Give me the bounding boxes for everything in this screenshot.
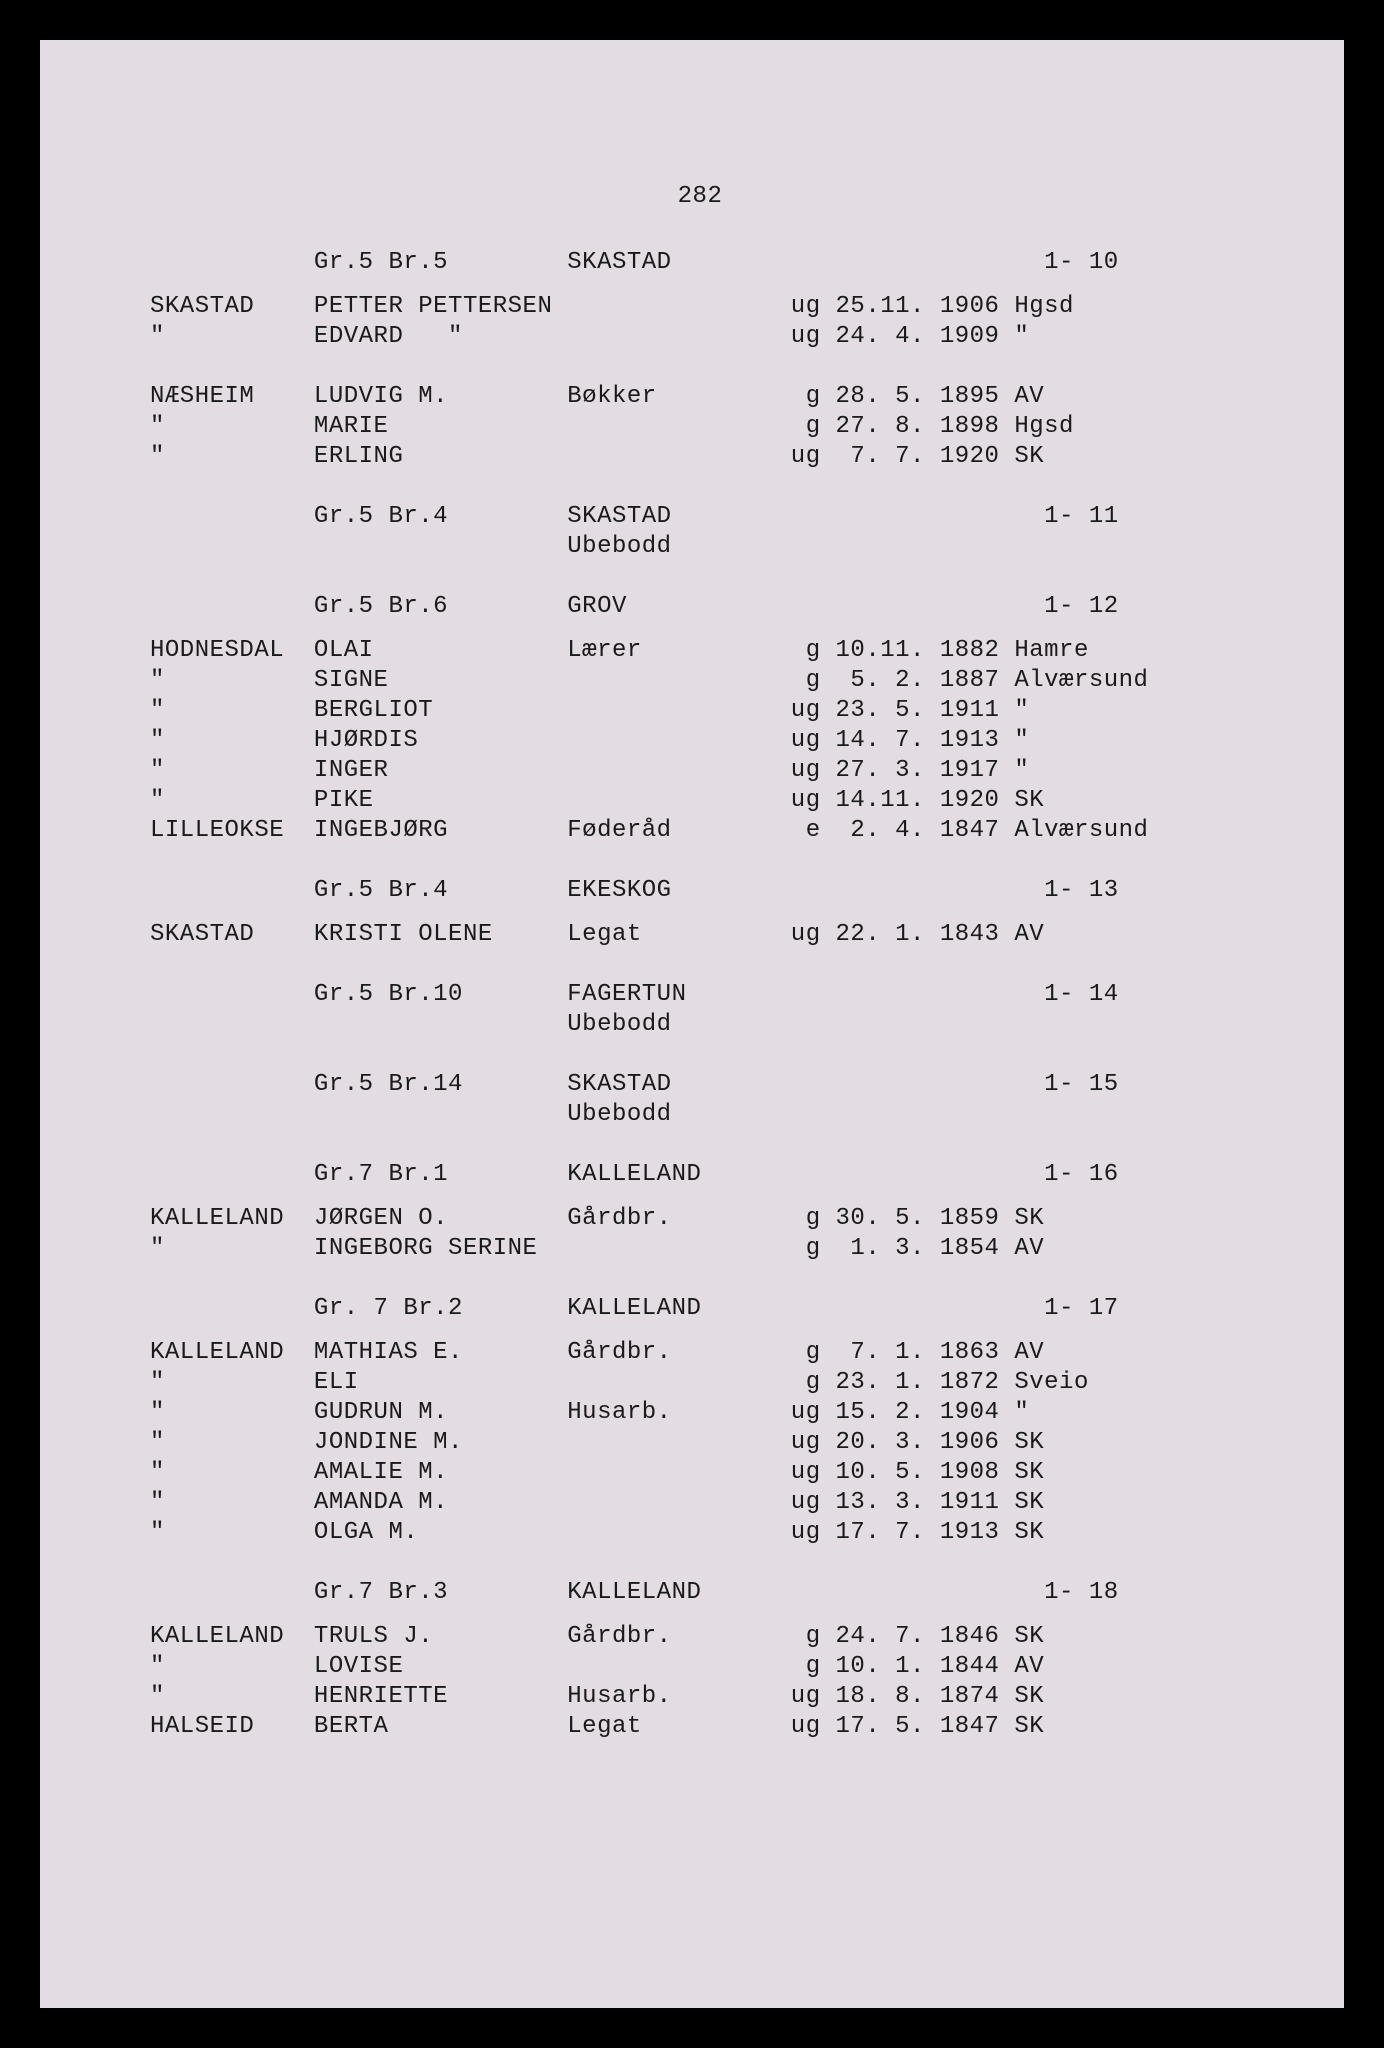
section-gap: [150, 1267, 1250, 1297]
record-row: KALLELAND MATHIAS E. Gårdbr. g 7. 1. 186…: [150, 1341, 1250, 1371]
section-header: Gr.5 Br.10 FAGERTUN 1- 14: [150, 983, 1250, 1013]
record-row: " GUDRUN M. Husarb. ug 15. 2. 1904 ": [150, 1401, 1250, 1431]
section-header: Gr. 7 Br.2 KALLELAND 1- 17: [150, 1297, 1250, 1327]
page-number: 282: [150, 185, 1250, 209]
section-subheader: Ubebodd: [150, 1103, 1250, 1133]
document-page: 282 Gr.5 Br.5 SKASTAD 1- 10 SKASTAD PETTE…: [40, 40, 1344, 2008]
section-gap: [150, 1133, 1250, 1163]
record-row: " MARIE g 27. 8. 1898 Hgsd: [150, 415, 1250, 445]
section-gap: [150, 475, 1250, 505]
record-row: " ERLING ug 7. 7. 1920 SK: [150, 445, 1250, 475]
record-row: LILLEOKSE INGEBJØRG Føderåd e 2. 4. 1847…: [150, 819, 1250, 849]
record-row: " HENRIETTE Husarb. ug 18. 8. 1874 SK: [150, 1685, 1250, 1715]
section-gap: [150, 1745, 1250, 1775]
section-header: Gr.5 Br.4 SKASTAD 1- 11: [150, 505, 1250, 535]
section-subheader: Ubebodd: [150, 1013, 1250, 1043]
record-row: HALSEID BERTA Legat ug 17. 5. 1847 SK: [150, 1715, 1250, 1745]
section-gap: [150, 355, 1250, 385]
record-row: " ELI g 23. 1. 1872 Sveio: [150, 1371, 1250, 1401]
record-row: " INGEBORG SERINE g 1. 3. 1854 AV: [150, 1237, 1250, 1267]
record-row: " PIKE ug 14.11. 1920 SK: [150, 789, 1250, 819]
section-header: Gr.5 Br.14 SKASTAD 1- 15: [150, 1073, 1250, 1103]
section-gap: [150, 1551, 1250, 1581]
record-row: SKASTAD KRISTI OLENE Legat ug 22. 1. 184…: [150, 923, 1250, 953]
section-gap: [150, 953, 1250, 983]
record-row: KALLELAND TRULS J. Gårdbr. g 24. 7. 1846…: [150, 1625, 1250, 1655]
section-header: Gr.7 Br.1 KALLELAND 1- 16: [150, 1163, 1250, 1193]
record-row: SKASTAD PETTER PETTERSEN ug 25.11. 1906 …: [150, 295, 1250, 325]
record-row: " HJØRDIS ug 14. 7. 1913 ": [150, 729, 1250, 759]
record-row: " EDVARD " ug 24. 4. 1909 ": [150, 325, 1250, 355]
section-subheader: Ubebodd: [150, 535, 1250, 565]
section-gap: [150, 565, 1250, 595]
section-header: Gr.5 Br.4 EKESKOG 1- 13: [150, 879, 1250, 909]
record-row: HODNESDAL OLAI Lærer g 10.11. 1882 Hamre: [150, 639, 1250, 669]
record-row: NÆSHEIM LUDVIG M. Bøkker g 28. 5. 1895 A…: [150, 385, 1250, 415]
record-row: " INGER ug 27. 3. 1917 ": [150, 759, 1250, 789]
section-header: Gr.5 Br.5 SKASTAD 1- 10: [150, 251, 1250, 281]
record-row: " AMALIE M. ug 10. 5. 1908 SK: [150, 1461, 1250, 1491]
record-row: " JONDINE M. ug 20. 3. 1906 SK: [150, 1431, 1250, 1461]
section-gap: [150, 849, 1250, 879]
record-row: " LOVISE g 10. 1. 1844 AV: [150, 1655, 1250, 1685]
record-row: " BERGLIOT ug 23. 5. 1911 ": [150, 699, 1250, 729]
record-row: KALLELAND JØRGEN O. Gårdbr. g 30. 5. 185…: [150, 1207, 1250, 1237]
record-row: " OLGA M. ug 17. 7. 1913 SK: [150, 1521, 1250, 1551]
document-content: 282 Gr.5 Br.5 SKASTAD 1- 10 SKASTAD PETTE…: [150, 185, 1250, 1775]
section-header: Gr.7 Br.3 KALLELAND 1- 18: [150, 1581, 1250, 1611]
record-row: " AMANDA M. ug 13. 3. 1911 SK: [150, 1491, 1250, 1521]
section-header: Gr.5 Br.6 GROV 1- 12: [150, 595, 1250, 625]
section-gap: [150, 1043, 1250, 1073]
record-lines: Gr.5 Br.5 SKASTAD 1- 10 SKASTAD PETTER PE…: [150, 251, 1250, 1775]
record-row: " SIGNE g 5. 2. 1887 Alværsund: [150, 669, 1250, 699]
